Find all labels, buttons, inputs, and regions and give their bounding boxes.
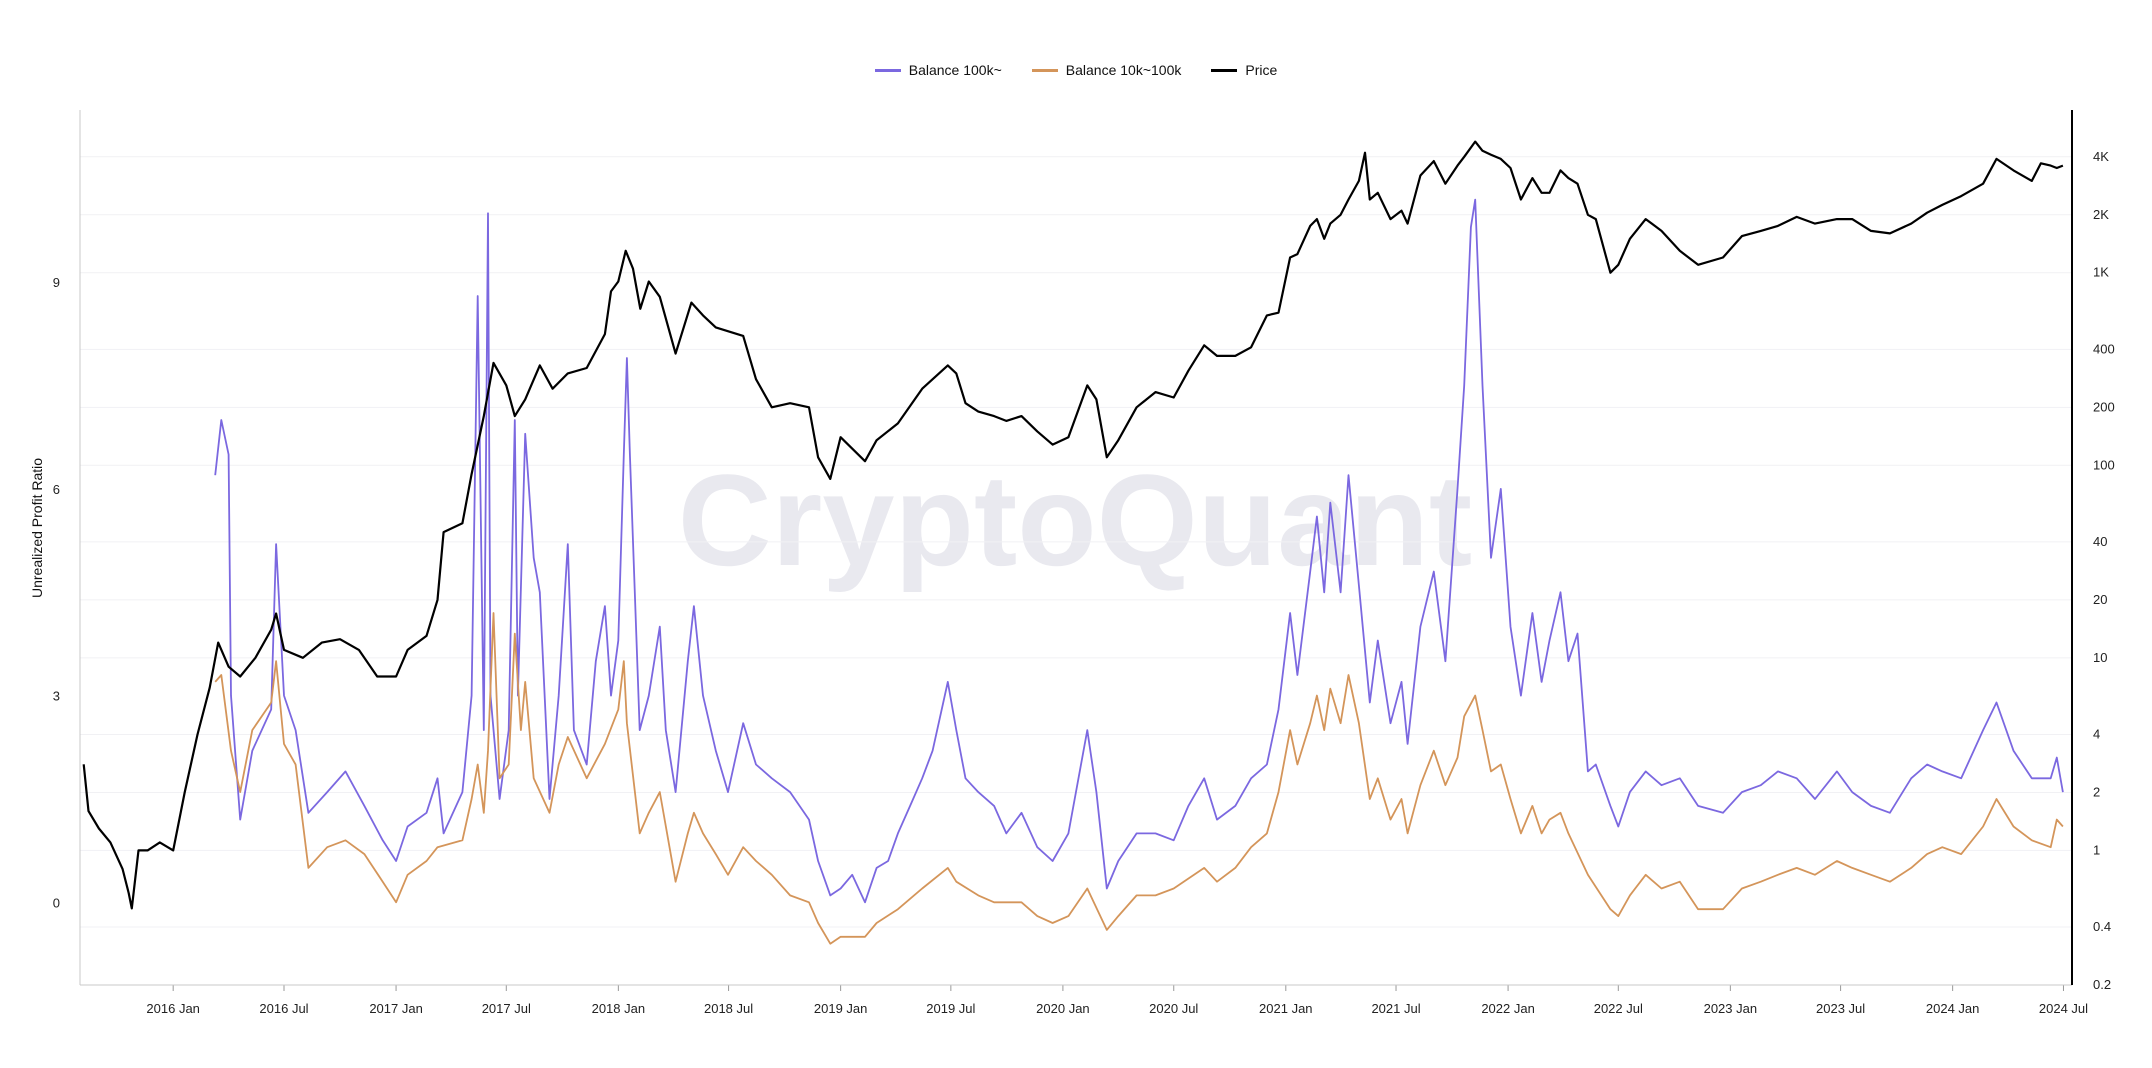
legend: Balance 100k~ Balance 10k~100k Price	[0, 62, 2152, 78]
x-tick-label: 2018 Jan	[592, 1001, 646, 1016]
y-right-tick-label: 4K	[2093, 149, 2109, 164]
legend-label-balance-100k: Balance 100k~	[908, 62, 1002, 78]
x-tick-label: 2022 Jul	[1594, 1001, 1643, 1016]
x-tick-label: 2021 Jul	[1371, 1001, 1420, 1016]
y-right-tick-label: 1	[2093, 842, 2100, 857]
y-right-tick-label: 10	[2093, 650, 2107, 665]
x-tick-label: 2024 Jan	[1926, 1001, 1980, 1016]
y-right-tick-label: 4	[2093, 726, 2100, 741]
x-tick-label: 2023 Jul	[1816, 1001, 1865, 1016]
x-tick-label: 2020 Jan	[1036, 1001, 1090, 1016]
y-left-axis-title: Unrealized Profit Ratio	[29, 458, 45, 598]
x-tick-label: 2024 Jul	[2039, 1001, 2088, 1016]
legend-label-balance-10k-100k: Balance 10k~100k	[1065, 62, 1182, 78]
series-line-price	[82, 140, 2064, 910]
y-right-tick-label: 20	[2093, 592, 2107, 607]
legend-swatch-balance-10k-100k	[1031, 68, 1058, 72]
watermark: CryptoQuant	[678, 447, 1472, 593]
legend-item-price[interactable]: Price	[1211, 62, 1277, 78]
legend-swatch-balance-100k	[874, 68, 901, 72]
y-left-tick-label: 9	[53, 275, 60, 290]
y-left-tick-label: 0	[53, 895, 60, 910]
series-layer	[82, 140, 2064, 945]
y-right-tick-label: 200	[2093, 399, 2115, 414]
y-right-tick-label: 400	[2093, 341, 2115, 356]
x-tick-label: 2019 Jul	[926, 1001, 975, 1016]
series-line-balance-100k	[214, 198, 2064, 904]
y-right-tick-label: 40	[2093, 534, 2107, 549]
legend-swatch-price	[1211, 68, 1238, 72]
x-tick-label: 2018 Jul	[704, 1001, 753, 1016]
axes	[79, 110, 2073, 991]
x-tick-label: 2020 Jul	[1149, 1001, 1198, 1016]
y-right-tick-label: 2	[2093, 784, 2100, 799]
tick-labels: 0.2 0.4 1 2 4 10 20 40 100 200 400 1K 2K 4K 0 3 6 9 2016 J…	[53, 149, 2115, 1016]
legend-item-balance-10k-100k[interactable]: Balance 10k~100k	[1031, 62, 1182, 78]
x-tick-label: 2017 Jan	[369, 1001, 423, 1016]
legend-item-balance-100k[interactable]: Balance 100k~	[874, 62, 1002, 78]
legend-label-price: Price	[1245, 62, 1278, 78]
y-left-tick-label: 6	[53, 482, 60, 497]
y-left-tick-label: 3	[53, 689, 60, 704]
y-right-tick-label: 0.4	[2093, 919, 2111, 934]
x-tick-label: 2016 Jan	[146, 1001, 200, 1016]
x-tick-label: 2017 Jul	[482, 1001, 531, 1016]
y-right-tick-label: 2K	[2093, 207, 2109, 222]
x-tick-label: 2023 Jan	[1704, 1001, 1758, 1016]
x-tick-label: 2016 Jul	[259, 1001, 308, 1016]
series-line-balance-10k-100k	[214, 612, 2064, 945]
y-right-tick-label: 100	[2093, 457, 2115, 472]
y-right-tick-label: 1K	[2093, 265, 2109, 280]
y-right-tick-label: 0.2	[2093, 977, 2111, 992]
x-tick-label: 2019 Jan	[814, 1001, 868, 1016]
x-tick-label: 2021 Jan	[1259, 1001, 1313, 1016]
x-tick-label: 2022 Jan	[1481, 1001, 1535, 1016]
